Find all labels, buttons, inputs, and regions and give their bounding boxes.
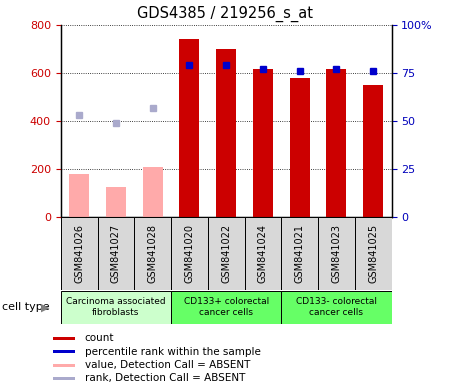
Text: cell type: cell type — [2, 302, 50, 312]
Bar — [61, 291, 171, 324]
Text: Carcinoma associated
fibroblasts: Carcinoma associated fibroblasts — [66, 298, 166, 317]
Text: ▶: ▶ — [41, 302, 50, 312]
Text: count: count — [85, 333, 114, 343]
Bar — [134, 217, 171, 290]
Bar — [326, 70, 346, 217]
Text: rank, Detection Call = ABSENT: rank, Detection Call = ABSENT — [85, 373, 245, 384]
Bar — [281, 217, 318, 290]
Text: percentile rank within the sample: percentile rank within the sample — [85, 347, 261, 357]
Bar — [53, 337, 75, 340]
Bar — [98, 217, 134, 290]
Bar — [363, 85, 383, 217]
Text: GSM841020: GSM841020 — [184, 224, 194, 283]
Bar — [171, 217, 208, 290]
Text: value, Detection Call = ABSENT: value, Detection Call = ABSENT — [85, 360, 250, 370]
Bar — [208, 217, 244, 290]
Bar — [281, 291, 392, 324]
Bar — [53, 350, 75, 353]
Bar — [53, 377, 75, 380]
Text: GDS4385 / 219256_s_at: GDS4385 / 219256_s_at — [137, 6, 313, 22]
Bar — [61, 217, 98, 290]
Text: GSM841022: GSM841022 — [221, 224, 231, 283]
Text: GSM841028: GSM841028 — [148, 224, 157, 283]
Bar — [106, 187, 126, 217]
Text: CD133- colorectal
cancer cells: CD133- colorectal cancer cells — [296, 298, 377, 317]
Text: GSM841023: GSM841023 — [331, 224, 342, 283]
Bar — [355, 217, 392, 290]
Text: GSM841025: GSM841025 — [368, 224, 378, 283]
Bar — [69, 174, 89, 217]
Bar — [253, 70, 273, 217]
Bar — [143, 167, 163, 217]
Bar — [289, 78, 310, 217]
Text: CD133+ colorectal
cancer cells: CD133+ colorectal cancer cells — [184, 298, 269, 317]
Bar — [244, 217, 281, 290]
Text: GSM841027: GSM841027 — [111, 224, 121, 283]
Bar — [318, 217, 355, 290]
Text: GSM841026: GSM841026 — [74, 224, 84, 283]
Text: GSM841024: GSM841024 — [258, 224, 268, 283]
Bar — [53, 364, 75, 367]
Bar — [216, 49, 236, 217]
Text: GSM841021: GSM841021 — [295, 224, 305, 283]
Bar — [171, 291, 281, 324]
Bar — [179, 40, 199, 217]
